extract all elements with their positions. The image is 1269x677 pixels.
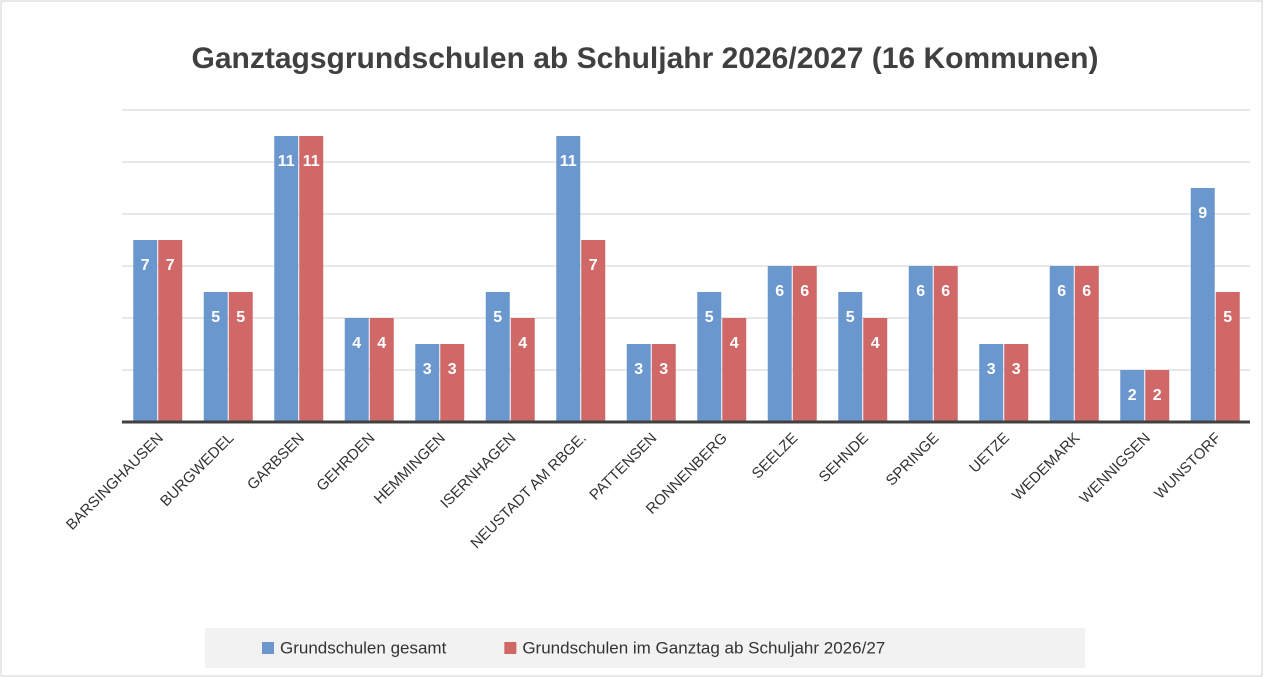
data-label: 3 — [659, 361, 668, 378]
data-label: 7 — [141, 257, 150, 274]
data-label: 11 — [560, 153, 577, 170]
chart-title: Ganztagsgrundschulen ab Schuljahr 2026/2… — [192, 42, 1099, 75]
data-label: 11 — [303, 153, 320, 170]
legend-label: Grundschulen gesamt — [280, 638, 447, 657]
data-label: 2 — [1128, 387, 1137, 404]
bar — [415, 344, 440, 422]
data-label: 6 — [941, 283, 950, 300]
bar — [369, 318, 394, 422]
data-label: 5 — [705, 309, 714, 326]
data-label: 5 — [846, 309, 855, 326]
data-label: 5 — [211, 309, 220, 326]
bar — [299, 136, 324, 422]
bar — [933, 266, 958, 422]
bar — [274, 136, 299, 422]
bar — [1190, 188, 1215, 422]
bar — [908, 266, 933, 422]
data-label: 2 — [1153, 387, 1162, 404]
bar — [1215, 292, 1240, 422]
bar — [158, 240, 183, 422]
legend-label: Grundschulen im Ganztag ab Schuljahr 202… — [522, 638, 885, 657]
bar — [133, 240, 158, 422]
data-label: 4 — [377, 335, 386, 352]
bar — [1004, 344, 1029, 422]
bar — [767, 266, 792, 422]
data-label: 6 — [800, 283, 809, 300]
data-label: 6 — [916, 283, 925, 300]
bar — [581, 240, 606, 422]
bar — [440, 344, 465, 422]
data-label: 7 — [166, 257, 175, 274]
data-label: 3 — [987, 361, 996, 378]
data-label: 4 — [518, 335, 527, 352]
bar — [697, 292, 722, 422]
bar — [626, 344, 651, 422]
data-label: 6 — [775, 283, 784, 300]
bar — [485, 292, 510, 422]
bar — [792, 266, 817, 422]
data-label: 4 — [871, 335, 880, 352]
data-label: 11 — [278, 153, 295, 170]
data-label: 6 — [1082, 283, 1091, 300]
data-label: 5 — [493, 309, 502, 326]
bar — [510, 318, 535, 422]
data-label: 6 — [1057, 283, 1066, 300]
data-label: 3 — [1012, 361, 1021, 378]
bar — [228, 292, 253, 422]
bar — [203, 292, 228, 422]
bar — [556, 136, 581, 422]
data-label: 4 — [352, 335, 361, 352]
bar — [651, 344, 676, 422]
bar — [1049, 266, 1074, 422]
bar — [863, 318, 888, 422]
data-label: 5 — [1223, 309, 1232, 326]
legend-box — [205, 628, 1085, 668]
bar — [838, 292, 863, 422]
bar — [1145, 370, 1170, 422]
bar — [1120, 370, 1145, 422]
data-label: 5 — [236, 309, 245, 326]
data-label: 4 — [730, 335, 739, 352]
legend-swatch — [262, 642, 274, 654]
data-label: 3 — [448, 361, 457, 378]
bar — [722, 318, 747, 422]
data-label: 9 — [1198, 205, 1207, 222]
bar — [979, 344, 1004, 422]
data-label: 3 — [634, 361, 643, 378]
bar — [344, 318, 369, 422]
legend-swatch — [504, 642, 517, 654]
data-label: 3 — [423, 361, 432, 378]
data-label: 7 — [589, 257, 598, 274]
bar — [1074, 266, 1099, 422]
